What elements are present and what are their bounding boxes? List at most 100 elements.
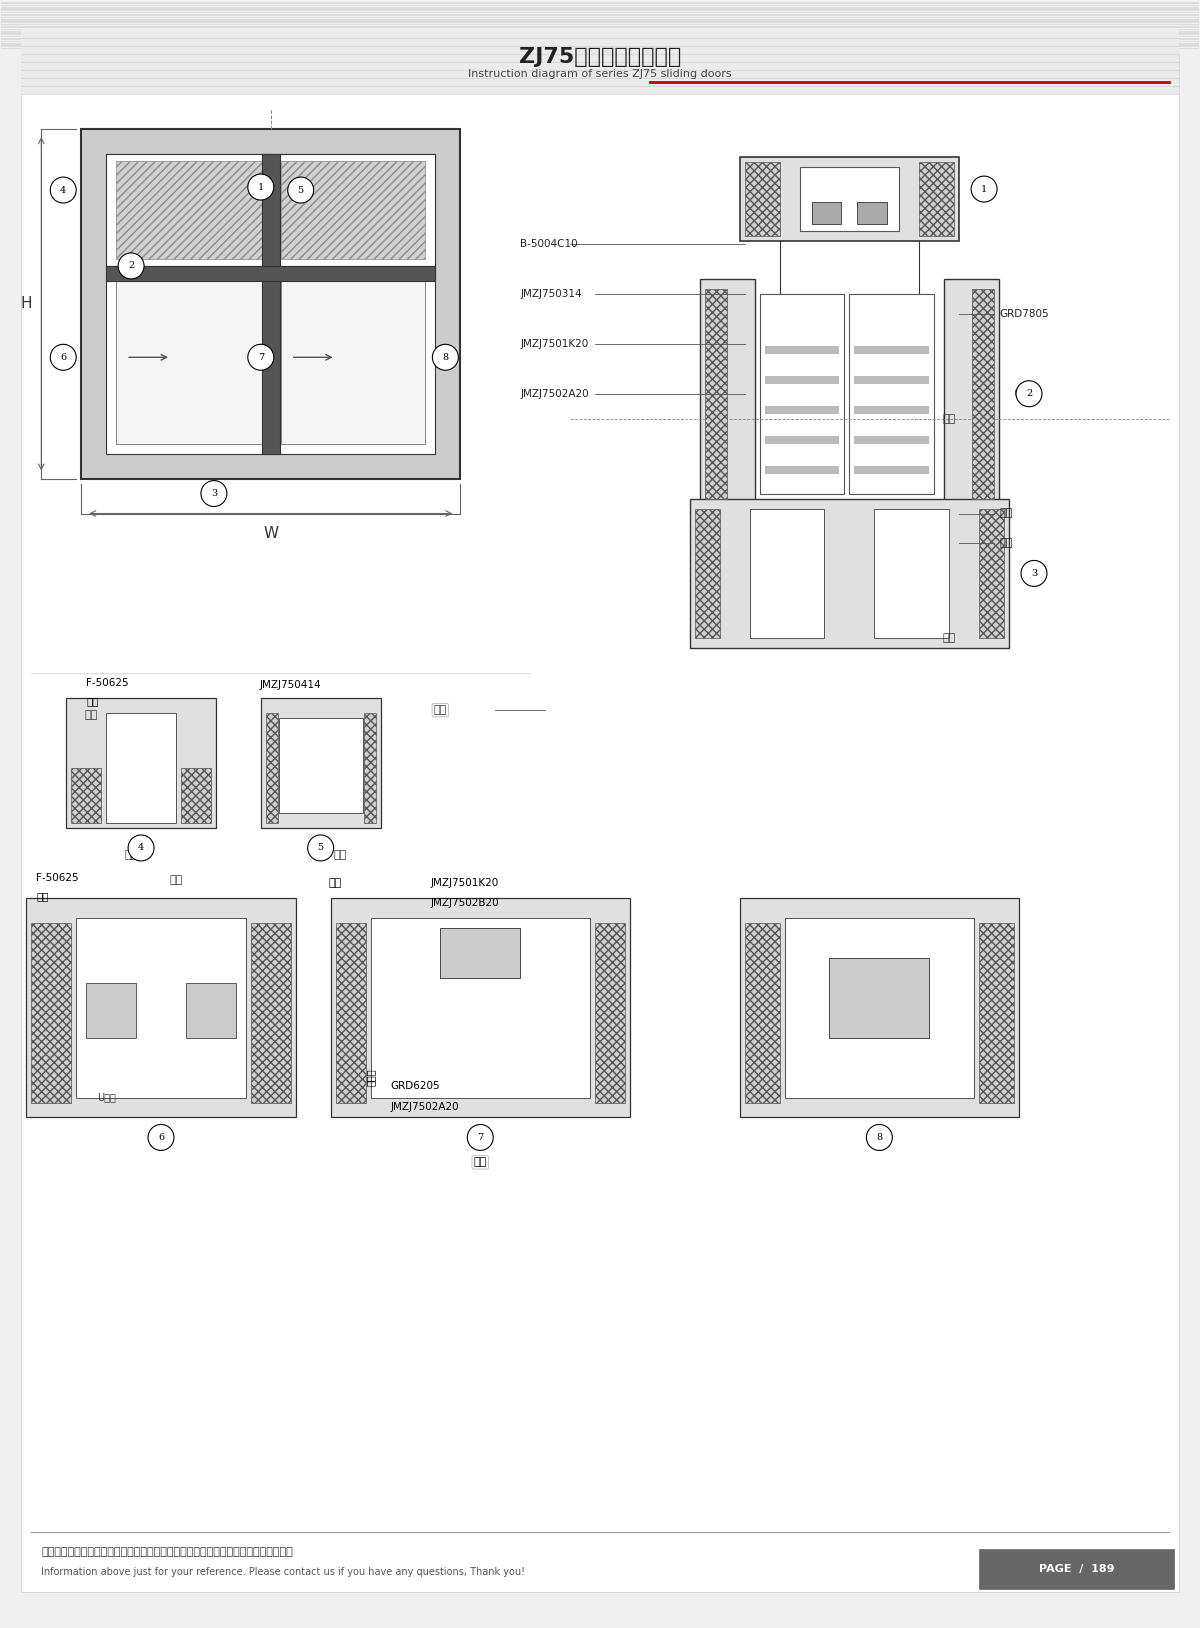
Bar — [739, 156, 959, 241]
Text: JMZJ7501K20: JMZJ7501K20 — [520, 339, 588, 348]
Bar — [764, 405, 840, 414]
Text: JMZJ7502A20: JMZJ7502A20 — [390, 1102, 460, 1112]
Bar — [262, 282, 280, 454]
Text: 室外: 室外 — [125, 850, 138, 860]
Bar — [595, 923, 625, 1102]
Text: H: H — [20, 296, 32, 311]
Text: 1: 1 — [258, 182, 264, 192]
Bar — [86, 983, 136, 1037]
Bar — [364, 713, 376, 824]
Circle shape — [971, 176, 997, 202]
Bar — [336, 923, 366, 1102]
Bar — [331, 899, 630, 1117]
Text: JMZJ7501K20: JMZJ7501K20 — [431, 877, 499, 887]
Circle shape — [248, 344, 274, 370]
Text: 室内: 室内 — [433, 705, 446, 715]
Text: 6: 6 — [158, 1133, 164, 1141]
Bar — [875, 508, 949, 638]
Text: 室外: 室外 — [474, 1158, 487, 1167]
Text: 7: 7 — [258, 353, 264, 361]
Circle shape — [148, 1125, 174, 1151]
Bar — [181, 768, 211, 824]
Text: GRD6205: GRD6205 — [390, 1081, 440, 1091]
Text: W: W — [263, 526, 278, 540]
Text: F-50625: F-50625 — [86, 679, 128, 689]
Bar — [854, 376, 929, 384]
Text: F-50625: F-50625 — [36, 873, 79, 882]
Bar — [764, 436, 840, 444]
Text: JMZJ7502A20: JMZJ7502A20 — [520, 389, 589, 399]
Bar — [811, 202, 841, 223]
Bar — [31, 923, 71, 1102]
Text: GRD7805: GRD7805 — [1000, 309, 1049, 319]
Bar — [106, 155, 436, 454]
Bar — [764, 345, 840, 353]
Text: 2: 2 — [1026, 389, 1032, 399]
Circle shape — [248, 174, 274, 200]
Bar — [850, 295, 935, 493]
Circle shape — [118, 252, 144, 278]
Text: Instruction diagram of series ZJ75 sliding doors: Instruction diagram of series ZJ75 slidi… — [468, 70, 732, 80]
Text: 室外: 室外 — [334, 850, 347, 860]
Bar — [265, 713, 277, 824]
Text: 8: 8 — [876, 1133, 882, 1141]
Bar — [186, 983, 236, 1037]
Bar — [262, 155, 280, 265]
Text: 图中所示型材截面、装配、编号、尺寸及重量仅供参考。如有疑问，请向本公司查询。: 图中所示型材截面、装配、编号、尺寸及重量仅供参考。如有疑问，请向本公司查询。 — [41, 1547, 293, 1556]
Bar — [260, 698, 380, 829]
Text: 8: 8 — [443, 353, 449, 361]
Bar — [739, 899, 1019, 1117]
Bar — [281, 270, 426, 444]
Bar — [764, 466, 840, 474]
Bar — [281, 161, 426, 259]
Bar — [858, 202, 887, 223]
Text: B-5004C10: B-5004C10 — [520, 239, 578, 249]
Bar — [704, 288, 727, 498]
Text: 垫块: 垫块 — [1000, 508, 1013, 518]
Text: 室内: 室内 — [329, 877, 342, 887]
Bar — [785, 918, 974, 1097]
Bar — [745, 161, 780, 236]
Text: JMZJ750314: JMZJ750314 — [520, 288, 582, 300]
Text: 4: 4 — [138, 843, 144, 853]
Text: 5: 5 — [298, 186, 304, 195]
Bar — [944, 278, 1000, 508]
Bar — [700, 278, 755, 508]
Bar — [116, 270, 262, 444]
Bar — [979, 1548, 1174, 1589]
Text: 4: 4 — [60, 186, 66, 195]
Circle shape — [128, 835, 154, 861]
Text: ②: ② — [1014, 387, 1026, 400]
Bar — [106, 155, 436, 265]
Bar — [854, 466, 929, 474]
Text: 轮子: 轮子 — [1000, 539, 1013, 549]
Circle shape — [50, 344, 77, 370]
Bar — [251, 923, 290, 1102]
Bar — [106, 713, 176, 824]
Circle shape — [1016, 381, 1042, 407]
Bar — [745, 923, 780, 1102]
Bar — [854, 436, 929, 444]
Circle shape — [1021, 560, 1046, 586]
Bar — [972, 288, 994, 498]
Circle shape — [432, 344, 458, 370]
Text: 7: 7 — [478, 1133, 484, 1141]
Bar — [106, 265, 436, 282]
Bar — [799, 166, 899, 231]
Text: U型胶: U型胶 — [97, 1092, 115, 1102]
Text: 1: 1 — [980, 184, 988, 194]
Bar — [26, 899, 295, 1117]
Bar — [690, 498, 1009, 648]
Text: 3: 3 — [211, 488, 217, 498]
Text: 室外: 室外 — [942, 633, 956, 643]
Text: ZJ75系列推拉门结构图: ZJ75系列推拉门结构图 — [518, 47, 682, 67]
Text: PAGE  /  189: PAGE / 189 — [1039, 1565, 1115, 1574]
Bar — [764, 376, 840, 384]
Bar — [82, 129, 461, 479]
Bar — [854, 405, 929, 414]
Text: 3: 3 — [1031, 568, 1037, 578]
Text: 5: 5 — [318, 843, 324, 853]
Bar — [71, 768, 101, 824]
Text: 室内: 室内 — [169, 874, 182, 886]
Bar — [760, 295, 845, 493]
